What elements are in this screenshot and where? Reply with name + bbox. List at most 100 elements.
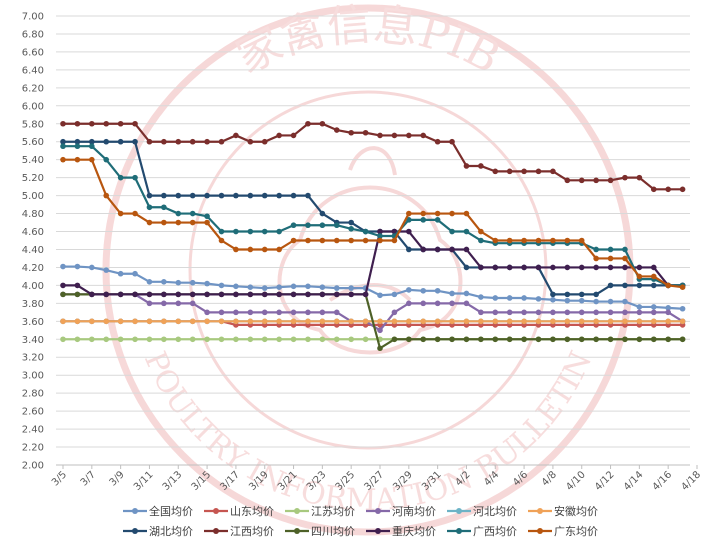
data-point — [60, 120, 66, 127]
data-point — [679, 336, 686, 343]
data-point — [74, 263, 81, 270]
x-tick-label: 3/5 — [50, 469, 69, 488]
data-point — [146, 138, 153, 145]
data-point — [218, 318, 225, 325]
data-point — [578, 237, 585, 244]
data-point — [449, 246, 455, 253]
series-line — [63, 140, 683, 296]
data-point — [276, 246, 282, 253]
data-point — [578, 291, 585, 298]
data-point — [74, 336, 81, 343]
data-point — [189, 291, 196, 298]
y-tick-label: 7.00 — [22, 12, 44, 23]
data-point — [650, 336, 657, 343]
data-point — [305, 120, 311, 127]
data-point — [593, 291, 599, 298]
legend-marker — [456, 528, 462, 534]
data-point — [146, 279, 153, 285]
data-point — [233, 192, 239, 199]
data-point — [218, 282, 225, 289]
data-point — [478, 237, 484, 244]
data-point — [622, 246, 628, 253]
data-point — [261, 246, 268, 253]
data-point — [74, 291, 81, 298]
data-point — [362, 318, 369, 325]
data-point — [449, 138, 455, 145]
data-point — [550, 296, 556, 303]
data-point — [434, 287, 441, 294]
y-tick-label: 2.60 — [22, 407, 44, 418]
data-point — [506, 318, 513, 325]
data-point — [665, 336, 671, 343]
data-point — [218, 336, 225, 343]
data-point — [233, 291, 239, 298]
data-point — [607, 298, 614, 305]
legend-marker — [132, 528, 138, 534]
data-point — [521, 237, 527, 244]
y-tick-label: 6.40 — [22, 65, 44, 76]
data-point — [261, 309, 268, 316]
data-point — [406, 287, 412, 293]
data-point — [391, 237, 398, 244]
data-point — [449, 300, 455, 307]
data-point — [679, 318, 686, 325]
legend-label: 湖北均价 — [149, 525, 193, 538]
y-tick-label: 4.80 — [22, 209, 44, 220]
data-point — [305, 309, 311, 316]
data-point — [305, 222, 311, 229]
data-point — [622, 174, 628, 181]
data-point — [247, 228, 254, 235]
data-point — [117, 291, 124, 298]
data-point — [261, 228, 268, 235]
data-point — [290, 192, 297, 199]
data-point — [132, 138, 138, 145]
data-point — [564, 297, 571, 304]
data-point — [204, 192, 210, 199]
data-point — [290, 132, 297, 139]
data-point — [420, 132, 427, 139]
data-point — [60, 138, 66, 145]
data-point — [420, 336, 427, 343]
data-point — [161, 318, 167, 325]
data-point — [103, 318, 110, 325]
data-point — [607, 264, 614, 271]
watermark-bottom-text: POULTRY INFORMATION BULLETIN — [137, 346, 599, 518]
data-point — [593, 264, 599, 271]
data-point — [175, 291, 182, 298]
data-point — [348, 285, 354, 291]
data-point — [492, 168, 499, 175]
legend-marker — [456, 508, 462, 514]
data-point — [60, 282, 66, 289]
y-axis: 2.00 2.20 2.40 2.60 2.80 3.00 3.20 3.40 3.60 3.80… — [22, 12, 44, 472]
data-point — [607, 177, 614, 184]
data-point — [492, 264, 499, 271]
data-point — [406, 336, 412, 343]
data-point — [650, 304, 657, 310]
y-tick-label: 2.00 — [22, 461, 44, 472]
data-point — [348, 336, 354, 343]
data-point — [333, 309, 340, 316]
data-point — [348, 219, 354, 226]
data-point — [377, 228, 383, 235]
data-point — [189, 279, 196, 286]
data-point — [593, 298, 599, 305]
data-point — [377, 237, 383, 244]
data-point — [636, 304, 643, 310]
data-point — [636, 336, 643, 343]
data-point — [333, 222, 340, 229]
data-point — [175, 192, 182, 199]
legend-label: 安徽均价 — [554, 504, 598, 518]
data-point — [333, 285, 340, 291]
data-point — [377, 345, 383, 352]
data-point — [233, 283, 239, 290]
data-point — [103, 267, 110, 273]
data-point — [564, 336, 571, 343]
data-point — [103, 192, 110, 199]
x-tick-label: 4/12 — [593, 469, 617, 493]
data-point — [117, 120, 124, 127]
data-point — [463, 336, 470, 343]
data-point — [204, 219, 210, 226]
data-point — [478, 228, 484, 235]
data-point — [679, 284, 686, 290]
data-point — [377, 318, 383, 325]
